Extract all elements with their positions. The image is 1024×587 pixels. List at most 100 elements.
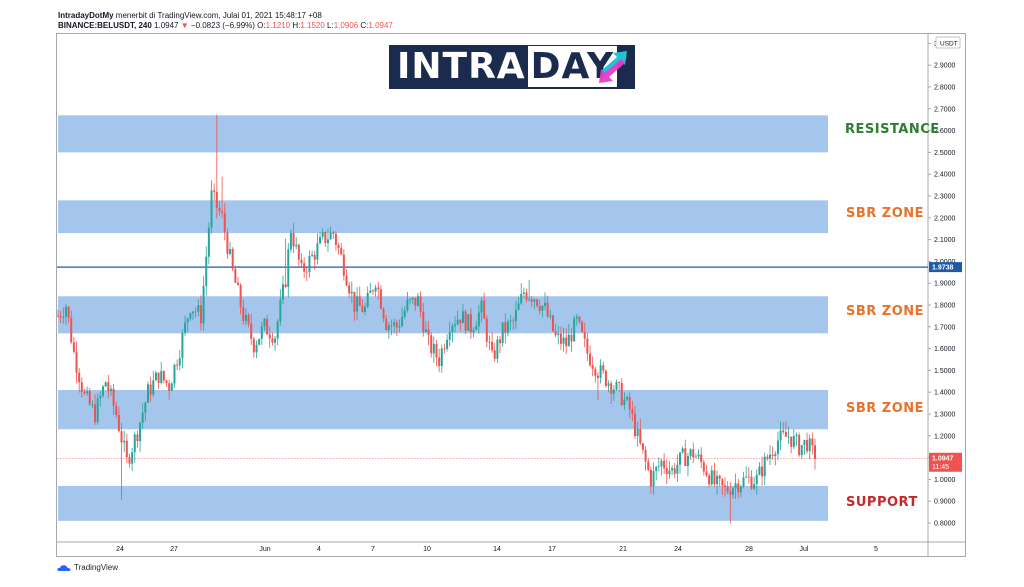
candle-down	[427, 329, 430, 336]
candle-up	[281, 284, 284, 300]
candle-up	[432, 343, 435, 354]
candle-down	[268, 334, 271, 339]
candle-up	[742, 477, 745, 487]
candle-up	[144, 402, 147, 413]
candle-down	[115, 405, 118, 415]
x-tick-label: 4	[317, 546, 321, 553]
candle-down	[334, 233, 337, 245]
candle-up	[255, 344, 258, 353]
candle-up	[146, 384, 149, 403]
candle-down	[485, 318, 488, 342]
candle-up	[393, 322, 396, 326]
candle-up	[109, 388, 112, 392]
candle-down	[665, 468, 668, 475]
candle-down	[377, 287, 380, 290]
candle-down	[390, 325, 393, 327]
candle-down	[464, 311, 467, 331]
candle-down	[136, 434, 139, 442]
candle-down	[525, 292, 528, 300]
candle-down	[443, 348, 446, 350]
candle-up	[91, 404, 94, 406]
candle-up	[274, 338, 277, 343]
candle-down	[663, 460, 666, 469]
candle-up	[774, 453, 777, 456]
candle-up	[755, 474, 758, 485]
candle-up	[496, 339, 499, 359]
candle-down	[761, 466, 764, 477]
candle-up	[573, 318, 576, 342]
candle-down	[371, 290, 374, 292]
zone-band-2	[58, 200, 828, 234]
candle-up	[369, 290, 372, 293]
candle-down	[554, 330, 557, 336]
candle-down	[292, 233, 295, 247]
candle-down	[176, 364, 179, 366]
candle-down	[559, 333, 562, 344]
candle-up	[440, 348, 443, 366]
candle-down	[591, 365, 594, 369]
candle-down	[239, 285, 242, 308]
candle-up	[514, 309, 517, 322]
chart-frame[interactable]	[56, 33, 966, 557]
candle-down	[422, 311, 425, 332]
candle-up	[64, 306, 67, 317]
y-tick-label: 2.2000	[934, 215, 956, 222]
candle-down	[149, 384, 152, 395]
candle-down	[215, 191, 218, 209]
candle-down	[589, 353, 592, 366]
candle-down	[644, 449, 647, 462]
candle-up	[710, 470, 713, 485]
candle-up	[509, 320, 512, 322]
candle-down	[673, 468, 676, 474]
candle-up	[316, 243, 319, 260]
candle-up	[557, 333, 560, 336]
candle-up	[467, 314, 470, 331]
candle-up	[289, 233, 292, 250]
ohlc-o-label: O:	[257, 21, 266, 30]
candle-up	[263, 318, 266, 327]
intraday-logo: INTRA DAY	[389, 45, 635, 89]
candle-up	[279, 299, 282, 322]
y-tick-label: 1.6000	[934, 346, 956, 353]
zone-label-2: SBR ZONE	[846, 206, 925, 221]
candle-down	[128, 457, 131, 464]
y-axis-unit-label: USDT	[940, 41, 958, 48]
candle-up	[607, 383, 610, 386]
candle-up	[326, 239, 329, 243]
candle-down	[493, 350, 496, 359]
candle-down	[223, 212, 226, 233]
candle-up	[792, 435, 795, 447]
candle-up	[520, 293, 523, 304]
tradingview-footer[interactable]: TradingView	[57, 563, 118, 572]
candle-down	[628, 397, 631, 410]
candle-down	[530, 299, 533, 302]
candle-up	[697, 454, 700, 457]
candle-down	[157, 372, 160, 383]
candle-up	[676, 464, 679, 474]
candle-down	[165, 380, 168, 384]
candle-up	[763, 456, 766, 477]
zone-label-1: RESISTANCE	[845, 122, 940, 137]
ohlc-l-value: 1.0906	[333, 21, 359, 30]
tradingview-cloud-icon	[57, 564, 71, 571]
candle-down	[218, 208, 221, 212]
candle-up	[319, 236, 322, 244]
candle-up	[694, 456, 697, 458]
candle-down	[234, 268, 237, 283]
candle-up	[731, 488, 734, 495]
chart-header-line1: IntradayDotMy menerbit di TradingView.co…	[58, 11, 322, 20]
candle-down	[125, 440, 128, 458]
candle-up	[615, 382, 618, 390]
x-tick-label: Jul	[800, 546, 809, 553]
y-tick-label: 2.3000	[934, 194, 956, 201]
candle-up	[517, 303, 520, 310]
candle-down	[379, 289, 382, 309]
candle-up	[409, 299, 412, 301]
candle-up	[758, 466, 761, 475]
candle-up	[191, 311, 194, 314]
candle-up	[623, 399, 626, 406]
candle-up	[308, 256, 311, 273]
candle-down	[271, 338, 274, 343]
x-tick-label: Jun	[259, 546, 270, 553]
